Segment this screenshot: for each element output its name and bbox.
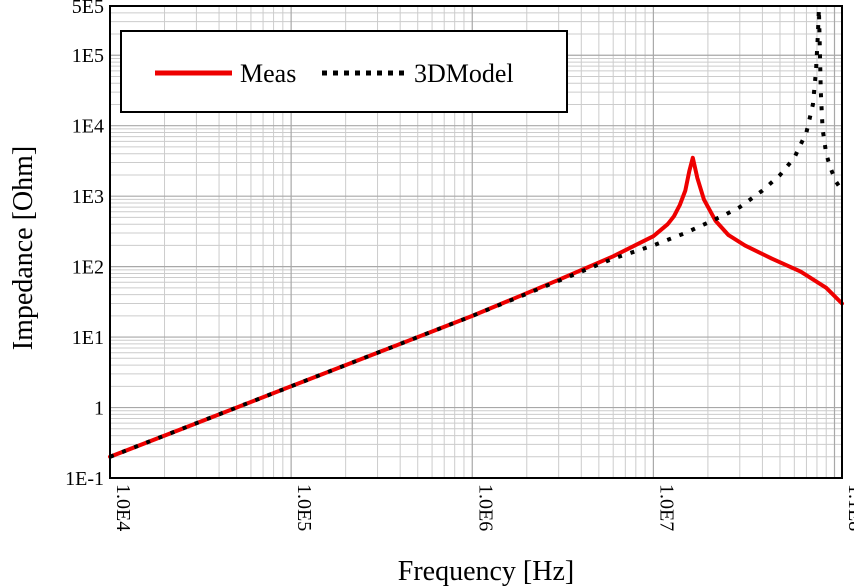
x-tick-label: 1.0E5 <box>293 484 315 531</box>
legend: Meas 3DModel <box>120 30 568 113</box>
x-tick-label: 1.0E4 <box>112 484 134 531</box>
y-tick-label: 1E3 <box>72 186 104 208</box>
x-tick-label: 1.0E6 <box>474 484 496 531</box>
plot-frame <box>109 5 843 479</box>
y-tick-label: 5E5 <box>72 0 104 18</box>
legend-label-3dmodel: 3DModel <box>414 59 514 88</box>
x-tick-label: 1.1E8 <box>844 484 854 531</box>
x-axis-title: Frequency [Hz] <box>398 556 574 587</box>
y-tick-label: 1E1 <box>72 327 104 349</box>
series-layer <box>108 7 844 459</box>
y-tick-label: 1E5 <box>72 45 104 67</box>
y-tick-label: 1E-1 <box>65 468 104 490</box>
y-axis-title: Impedance [Ohm] <box>8 146 39 350</box>
tick-labels: 1E-1 1 1E1 1E2 1E3 1E4 1E5 5E5 1.0E4 1.0E5 1.0E6 1.… <box>65 0 854 531</box>
y-tick-label: 1E4 <box>72 116 104 138</box>
y-tick-label: 1 <box>94 398 104 420</box>
legend-label-meas: Meas <box>240 59 296 88</box>
x-tick-label: 1.0E7 <box>655 484 677 531</box>
y-tick-label: 1E2 <box>72 257 104 279</box>
